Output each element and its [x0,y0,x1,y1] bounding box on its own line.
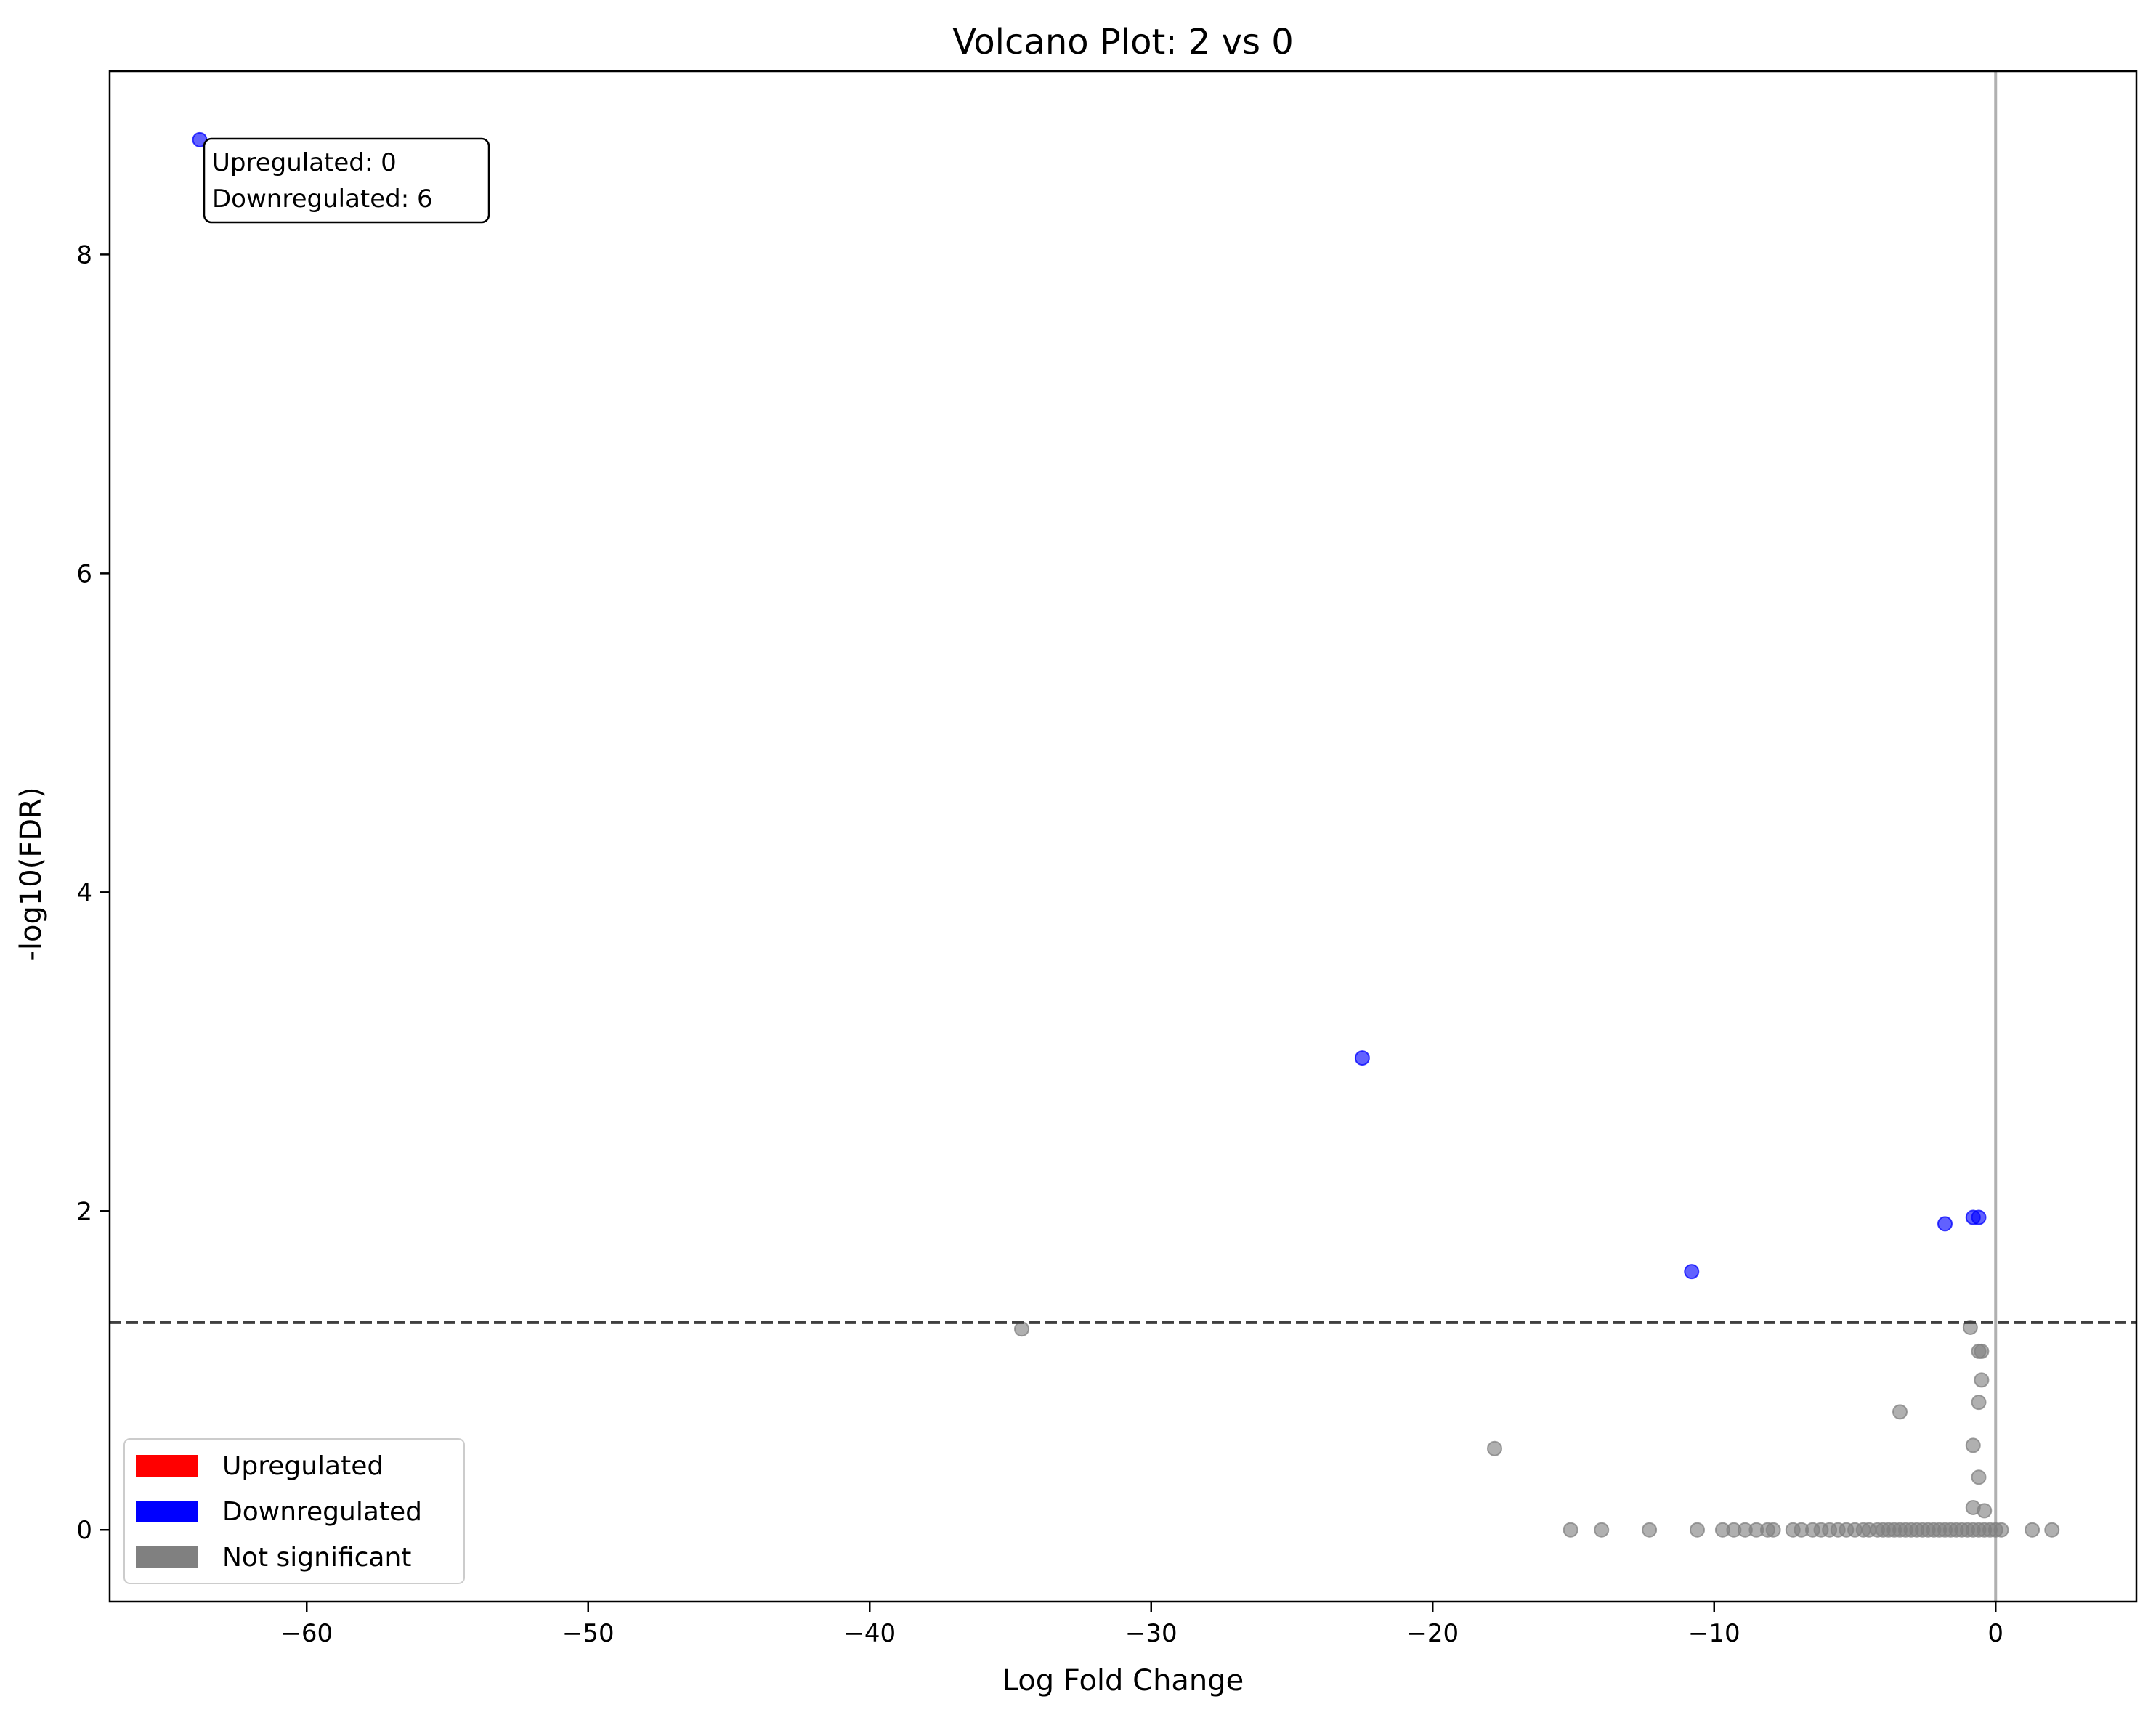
x-tick-label: −10 [1688,1619,1740,1648]
point-downregulated [1971,1209,1987,1225]
y-tick-label: 0 [76,1516,92,1545]
point-not-significant [1594,1522,1610,1538]
y-tick-label: 4 [76,878,92,907]
plot-area: −60 −50 −40 −30 −20 −10 0 0 2 4 6 8 Upregulated: 0 Do… [76,70,2138,1648]
point-not-significant [2025,1522,2040,1538]
plot-frame [108,70,2138,1603]
point-not-significant [1487,1440,1502,1456]
legend-box [123,1438,465,1584]
point-not-significant [1974,1372,1990,1388]
x-tick-label: −20 [1406,1619,1459,1648]
point-not-significant [1971,1469,1987,1485]
point-not-significant [1014,1321,1029,1337]
point-not-significant [1971,1395,1987,1411]
legend-label: Upregulated [222,1451,384,1481]
legend-swatch [136,1501,198,1522]
legend-swatch [136,1455,198,1477]
point-not-significant [1563,1522,1578,1538]
x-tick-label: −40 [843,1619,896,1648]
annotation-line: Upregulated: 0 [212,148,397,177]
x-tick-label: −50 [562,1619,615,1648]
point-downregulated [1684,1264,1700,1280]
point-not-significant [2044,1522,2060,1538]
point-not-significant [1993,1522,2009,1538]
point-downregulated [1354,1050,1370,1066]
y-tick-label: 6 [76,559,92,588]
annotation-line: Downregulated: 6 [212,184,433,214]
point-not-significant [1765,1522,1781,1538]
x-axis-label: Log Fold Change [1002,1664,1244,1697]
point-not-significant [1690,1522,1705,1538]
point-not-significant [1977,1503,1993,1519]
legend-label: Downregulated [222,1497,422,1527]
point-not-significant [1642,1522,1658,1538]
x-tick-label: 0 [1987,1619,2003,1648]
y-axis-label: -log10(FDR) [15,787,48,960]
annotation-box [203,137,490,224]
point-not-significant [1974,1343,1990,1359]
chart-title: Volcano Plot: 2 vs 0 [952,22,1294,62]
legend-label: Not significant [222,1543,411,1573]
y-tick-label: 2 [76,1197,92,1226]
point-not-significant [1965,1437,1981,1453]
x-tick-label: −60 [280,1619,333,1648]
legend-swatch [136,1546,198,1568]
x-tick-label: −30 [1125,1619,1178,1648]
point-not-significant [1892,1404,1908,1420]
point-downregulated [1937,1216,1953,1232]
y-tick-label: 8 [76,240,92,269]
